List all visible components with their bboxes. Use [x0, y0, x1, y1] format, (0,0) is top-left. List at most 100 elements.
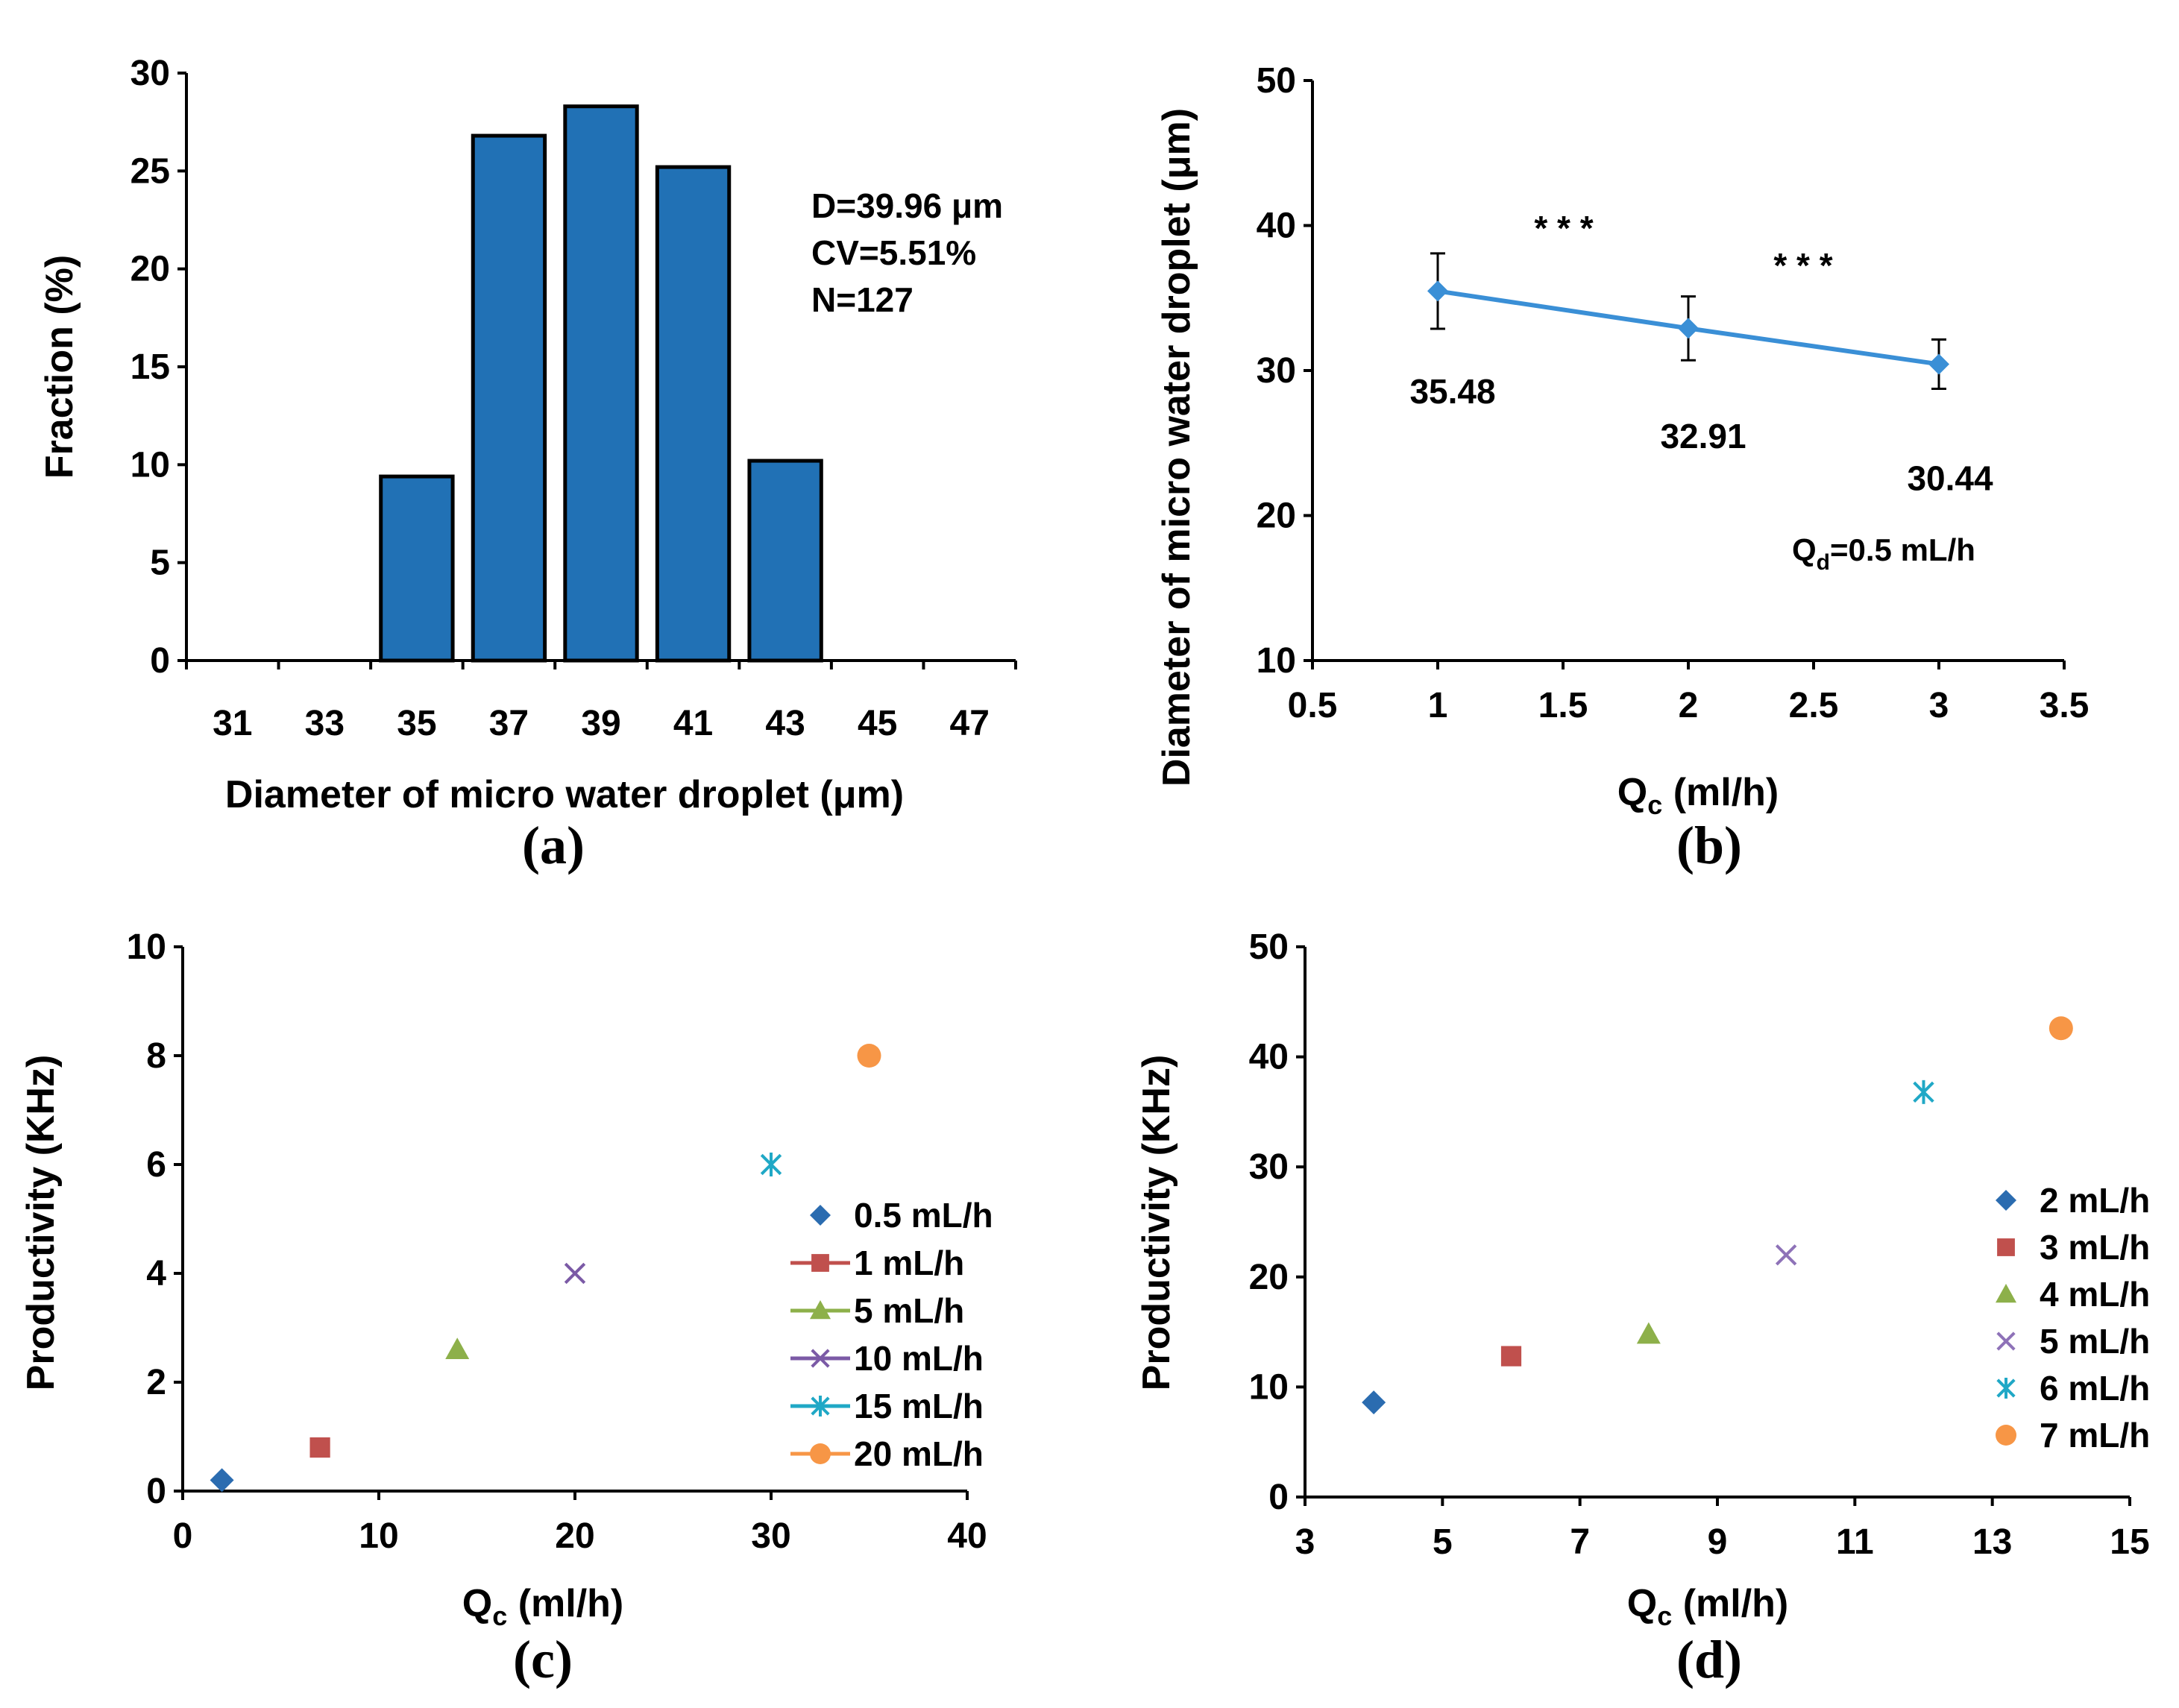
panel-a-x-label: Diameter of micro water droplet (μm)	[225, 773, 904, 816]
panel-d-point	[1775, 1244, 1797, 1266]
panel-b-point-label: 35.48	[1409, 372, 1495, 411]
panel-c-x-label: Qc (ml/h)	[462, 1582, 623, 1631]
panel-b-point-label: 30.44	[1907, 459, 1993, 498]
panel-d-y-label: Productivity (KHz)	[1135, 1055, 1178, 1391]
panel-b-point	[1678, 318, 1699, 339]
panel-c-legend-marker	[811, 1254, 829, 1272]
panel-a-x-tick-label: 47	[950, 704, 990, 743]
panel-a-x-tick-label: 35	[397, 704, 436, 743]
panel-d-legend-marker	[1996, 1190, 2016, 1211]
panel-d-y-tick-label: 0	[1268, 1478, 1289, 1517]
panel-d-point	[1362, 1390, 1386, 1415]
panel-d-point	[1500, 1346, 1522, 1367]
panel-c-x-tick-label: 0	[173, 1516, 193, 1556]
panel-c-legend-marker	[811, 1396, 830, 1416]
panel-c-legend-marker	[811, 1349, 830, 1368]
panel-c-point	[210, 1468, 234, 1493]
panel-b-x-tick-label: 1	[1428, 686, 1448, 725]
panel-d-point	[1913, 1080, 1934, 1104]
panel-c-legend-marker	[810, 1443, 831, 1464]
panel-c-y-tick-label: 6	[146, 1145, 166, 1185]
panel-b-significance-1: * * *	[1534, 209, 1593, 248]
panel-a-y-tick-label: 15	[131, 347, 170, 387]
panel-d-y-tick-label: 20	[1249, 1258, 1289, 1297]
panel-b-x-tick-label: 3	[1929, 686, 1949, 725]
panel-a-y-tick-label: 10	[131, 445, 170, 485]
panel-b-x-tick-label: 1.5	[1538, 686, 1588, 725]
panel-d-legend-label: 5 mL/h	[2040, 1322, 2150, 1361]
panel-b-note: Qd=0.5 mL/h	[1792, 532, 1975, 575]
panel-d-legend-marker	[1996, 1378, 2016, 1399]
panel-c-legend-label: 5 mL/h	[854, 1291, 964, 1330]
panel-c-y-tick-label: 4	[146, 1254, 166, 1293]
panel-c-legend-marker	[810, 1300, 831, 1320]
panel-a-y-tick-label: 25	[131, 151, 170, 191]
panel-d-caption: (d)	[1676, 1630, 1742, 1689]
panel-c-point	[760, 1153, 782, 1176]
panel-d-legend-label: 6 mL/h	[2040, 1369, 2150, 1408]
panel-a-bar	[747, 458, 823, 663]
panel-b-y-tick-label: 30	[1257, 351, 1296, 391]
panel-b-x-label: Qc (ml/h)	[1617, 771, 1779, 820]
panel-d-point	[2048, 1016, 2073, 1041]
panel-a-x-tick-label: 37	[489, 704, 529, 743]
panel-d-legend-label: 3 mL/h	[2040, 1228, 2150, 1267]
panel-a-stat-n: N=127	[811, 280, 914, 319]
panel-d-point	[1636, 1322, 1661, 1344]
panel-c-x-tick-label: 40	[947, 1516, 987, 1556]
panel-d-x-tick-label: 7	[1570, 1522, 1590, 1562]
panel-a-bar	[563, 104, 639, 663]
panel-d-x-tick-label: 3	[1295, 1522, 1315, 1562]
panel-d-legend-marker	[1997, 1238, 2015, 1256]
panel-d: 0 10 20 30 40 50 3 5 7 9 11 13 15 2 mL/h 3 mL/h 4 mL/…	[1135, 927, 2150, 1689]
panel-c-legend-label: 0.5 mL/h	[854, 1196, 993, 1235]
panel-b-x-tick-label: 2	[1679, 686, 1699, 725]
panel-d-x-tick-label: 5	[1433, 1522, 1453, 1562]
panel-c-point	[857, 1044, 881, 1068]
panel-a-bar	[379, 474, 455, 663]
panel-a-y-tick-label: 0	[150, 641, 170, 681]
panel-d-point-stroke	[1775, 1244, 1797, 1266]
panel-a: 0 5 10 15 20 25 30 31 33 35 37 39 41 43 45 47 Fraction…	[38, 54, 1017, 875]
panel-d-legend-label: 2 mL/h	[2040, 1181, 2150, 1220]
panel-a-x-tick-label: 31	[213, 704, 252, 743]
panel-d-legend-marker	[1996, 1284, 2016, 1303]
panel-b-y-tick-label: 20	[1257, 497, 1296, 536]
panel-a-y-tick-label: 30	[131, 54, 170, 93]
panel-c-legend-marker	[810, 1205, 831, 1226]
panel-b-y-tick-label: 10	[1257, 641, 1296, 681]
panel-b-point	[1427, 280, 1448, 302]
panel-c-legend-label: 10 mL/h	[854, 1339, 984, 1378]
panel-a-y-tick-label: 20	[131, 250, 170, 289]
panel-b-caption: (b)	[1676, 816, 1742, 875]
panel-b-y-tick-label: 40	[1257, 207, 1296, 246]
panel-a-bar	[655, 165, 732, 663]
panel-d-legend-marker-stroke	[1996, 1332, 2016, 1351]
panel-d-legend-label: 4 mL/h	[2040, 1275, 2150, 1314]
panel-d-x-tick-label: 15	[2110, 1522, 2149, 1562]
panel-a-y-tick-label: 5	[150, 543, 170, 583]
panel-c-y-tick-label: 10	[127, 927, 166, 967]
panel-d-legend-label: 7 mL/h	[2040, 1416, 2150, 1455]
panel-a-y-label: Fraction (%)	[38, 255, 81, 479]
panel-c-legend-label: 15 mL/h	[854, 1387, 984, 1425]
panel-c-legend-label: 20 mL/h	[854, 1434, 984, 1473]
panel-b-y-label: Diameter of micro water droplet (μm)	[1155, 108, 1198, 787]
panel-d-y-tick-label: 40	[1249, 1038, 1289, 1077]
panel-d-y-tick-label: 30	[1249, 1147, 1289, 1187]
panel-a-x-tick-label: 43	[765, 704, 805, 743]
panel-d-legend-marker	[1996, 1332, 2016, 1351]
panel-d-y-tick-label: 10	[1249, 1367, 1289, 1407]
panel-d-x-label: Qc (ml/h)	[1627, 1582, 1788, 1631]
panel-c-point	[564, 1262, 586, 1285]
panel-c: 0 2 4 6 8 10 0 10 20 30 40 0.5 mL/h 1 mL/h 5 mL/h 10…	[19, 927, 993, 1689]
panel-c-caption: (c)	[513, 1630, 573, 1689]
panel-b-x-tick-label: 0.5	[1288, 686, 1338, 725]
panel-d-legend-marker	[1996, 1425, 2016, 1446]
panel-b-point	[1928, 353, 1949, 375]
panel-d-y-tick-label: 50	[1249, 927, 1289, 967]
panel-a-stat-d: D=39.96 μm	[811, 186, 1003, 225]
panel-d-x-tick-label: 11	[1836, 1522, 1874, 1562]
panel-a-x-tick-label: 45	[858, 704, 897, 743]
